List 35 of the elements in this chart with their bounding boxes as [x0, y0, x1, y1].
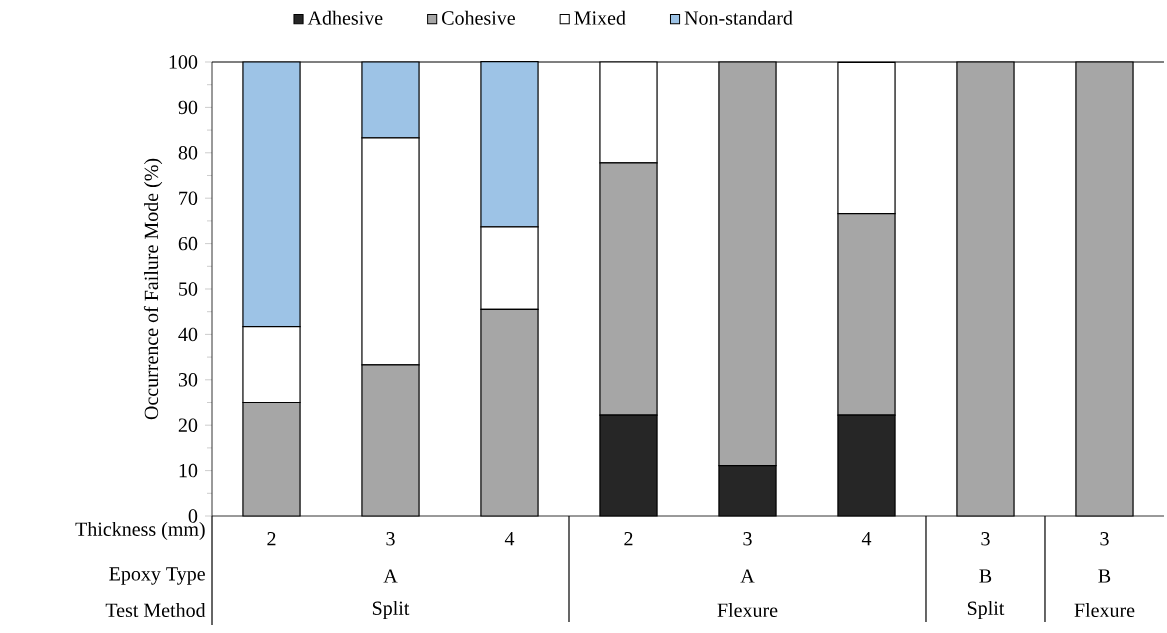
text: Test Method	[105, 602, 206, 618]
y-tick-label: 10	[179, 463, 198, 478]
y-tick-label: 40	[178, 327, 198, 342]
y-tick-label: 50	[179, 282, 198, 296]
y-tick-label: 30	[178, 373, 198, 387]
text: Epoxy Type	[109, 567, 205, 585]
legend-label: Cohesive	[442, 10, 515, 25]
x-tick-label: 4	[861, 532, 872, 546]
y-tick-label: 90	[178, 100, 198, 115]
y-tick-label: 100	[169, 55, 198, 69]
legend-label: Adhesive	[307, 10, 383, 25]
text: A	[740, 569, 755, 583]
x-tick-label: 2	[624, 532, 633, 546]
y-axis-title: Occurrence of Failure Mode (%)	[143, 158, 163, 420]
x-tick-label: 4	[504, 532, 515, 546]
x-tick-label: 3	[386, 532, 395, 546]
y-tick-label: 0	[188, 509, 198, 523]
x-tick-label: 2	[267, 532, 276, 546]
x-tick-label: 3	[1100, 532, 1109, 546]
text: B	[979, 569, 992, 583]
legend-label: Non-standard	[684, 10, 793, 25]
text: Thickness (mm)	[75, 521, 205, 541]
text: A	[383, 569, 398, 583]
y-tick-label: 70	[179, 191, 198, 205]
y-tick-label: 20	[178, 418, 198, 432]
text: B	[1098, 569, 1111, 583]
text: Split	[967, 600, 1005, 620]
x-tick-label: 3	[743, 532, 752, 546]
y-tick-label: 80	[178, 146, 198, 160]
text: Flexure	[717, 602, 778, 618]
x-tick-label: 3	[981, 532, 990, 546]
text: Split	[372, 600, 410, 620]
text: Flexure	[1074, 602, 1135, 618]
legend-label: Mixed	[574, 10, 626, 25]
y-tick-label: 60	[178, 236, 198, 251]
